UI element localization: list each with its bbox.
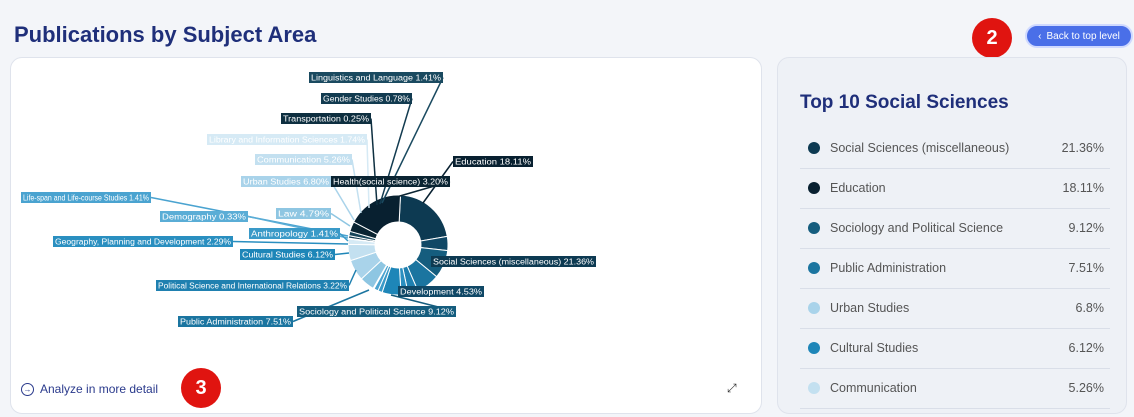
list-item-value: 7.51%	[1068, 261, 1104, 275]
list-item[interactable]: Education 18.11%	[800, 168, 1110, 209]
leader-line	[330, 212, 351, 227]
data-label-box	[53, 236, 233, 247]
chart-panel: Linguistics and Language 1.41% Gender Stu…	[10, 57, 762, 414]
data-label-box	[331, 176, 450, 187]
top10-panel: Top 10 Social Sciences Social Sciences (…	[777, 57, 1127, 414]
data-label: Urban Studies 6.80%	[243, 178, 329, 187]
leader-line	[348, 269, 357, 286]
data-label: Cultural Studies 6.12%	[242, 251, 333, 260]
list-item-value: 5.26%	[1068, 381, 1104, 395]
legend-dot	[808, 182, 820, 194]
leader-line	[339, 232, 349, 242]
list-item-label: Sociology and Political Science	[830, 221, 1004, 235]
data-label: Anthropology 1.41%	[251, 230, 338, 239]
data-label: Life-span and Life-course Studies 1.41%	[23, 194, 149, 203]
annotation-badge-2: 2	[972, 18, 1012, 58]
data-label-box	[321, 93, 412, 104]
data-label: Library and Information Sciences 1.74%	[209, 136, 365, 145]
data-label: Development 4.53%	[400, 288, 482, 297]
data-label-box	[249, 228, 340, 239]
annotation-badge-3: 3	[181, 368, 221, 408]
data-label-box	[297, 306, 456, 317]
list-item-value: 21.36%	[1061, 141, 1104, 155]
data-label-box	[398, 286, 484, 297]
legend-dot	[808, 222, 820, 234]
list-item[interactable]: Urban Studies 6.8%	[800, 288, 1110, 329]
data-label: Political Science and International Rela…	[158, 282, 347, 291]
data-label-box	[309, 72, 443, 83]
leader-line	[334, 252, 350, 256]
leader-line	[232, 240, 349, 245]
list-item-label: Public Administration	[830, 261, 947, 275]
data-label-box	[453, 156, 533, 167]
data-label-box	[281, 113, 371, 124]
expand-icon[interactable]: ⤢	[727, 381, 737, 395]
back-to-top-level-button[interactable]: ‹ Back to top level	[1025, 24, 1133, 48]
arrow-right-circle-icon: →	[21, 382, 34, 396]
list-item[interactable]: Sociology and Political Science 9.12%	[800, 208, 1110, 249]
top10-title: Top 10 Social Sciences	[800, 92, 1009, 113]
data-label: Linguistics and Language 1.41%	[311, 74, 441, 83]
data-label: Geography, Planning and Development 2.29…	[55, 238, 231, 247]
list-item-value: 9.12%	[1068, 221, 1104, 235]
back-button-label: Back to top level	[1046, 30, 1120, 42]
data-label: Public Administration 7.51%	[180, 318, 291, 327]
list-item-label: Communication	[830, 381, 917, 395]
leader-line	[366, 139, 370, 209]
list-item-label: Urban Studies	[830, 301, 910, 315]
analyze-label: Analyze in more detail	[40, 382, 159, 396]
data-label: Gender Studies 0.78%	[323, 95, 410, 104]
data-label-box	[156, 280, 349, 291]
data-label-box	[255, 154, 352, 165]
data-label-box	[276, 208, 331, 219]
data-label: Transportation 0.25%	[283, 115, 369, 124]
data-label: Sociology and Political Science 9.12%	[299, 308, 454, 317]
data-label-box	[241, 176, 331, 187]
list-item-label: Social Sciences (miscellaneous)	[830, 141, 1010, 155]
list-item-value: 18.11%	[1062, 181, 1104, 195]
data-label-box	[160, 211, 248, 222]
data-label-box	[21, 192, 151, 203]
donut-chart[interactable]: Linguistics and Language 1.41% Gender Stu…	[11, 58, 761, 413]
data-label-box	[207, 134, 367, 145]
data-label: Law 4.79%	[278, 210, 329, 219]
list-item-value: 6.12%	[1068, 341, 1104, 355]
data-label: Education 18.11%	[455, 158, 531, 167]
data-label: Health(social science) 3.20%	[333, 178, 448, 187]
data-label: Social Sciences (miscellaneous) 21.36%	[433, 258, 594, 267]
data-label: Demography 0.33%	[162, 213, 246, 222]
list-item[interactable]: Public Administration 7.51%	[800, 248, 1110, 289]
legend-dot	[808, 262, 820, 274]
list-item-label: Cultural Studies	[830, 341, 919, 355]
page-title: Publications by Subject Area	[14, 22, 317, 47]
list-item[interactable]: Social Sciences (miscellaneous) 21.36%	[800, 128, 1110, 169]
chevron-left-icon: ‹	[1038, 30, 1042, 42]
list-item[interactable]: Communication 5.26%	[800, 368, 1110, 409]
legend-dot	[808, 342, 820, 354]
data-label-box	[240, 249, 335, 260]
analyze-more-link[interactable]: → Analyze in more detail	[21, 382, 158, 396]
list-item-label: Education	[830, 181, 886, 195]
data-label-box	[431, 256, 596, 267]
data-label: Communication 5.26%	[257, 156, 350, 165]
list-item-value: 6.8%	[1075, 301, 1105, 315]
leader-line	[370, 118, 378, 206]
leader-line	[330, 181, 355, 221]
list-item[interactable]: Cultural Studies 6.12%	[800, 328, 1110, 369]
legend-dot	[808, 142, 820, 154]
legend-dot	[808, 302, 820, 314]
data-label-box	[178, 316, 293, 327]
legend-dot	[808, 382, 820, 394]
